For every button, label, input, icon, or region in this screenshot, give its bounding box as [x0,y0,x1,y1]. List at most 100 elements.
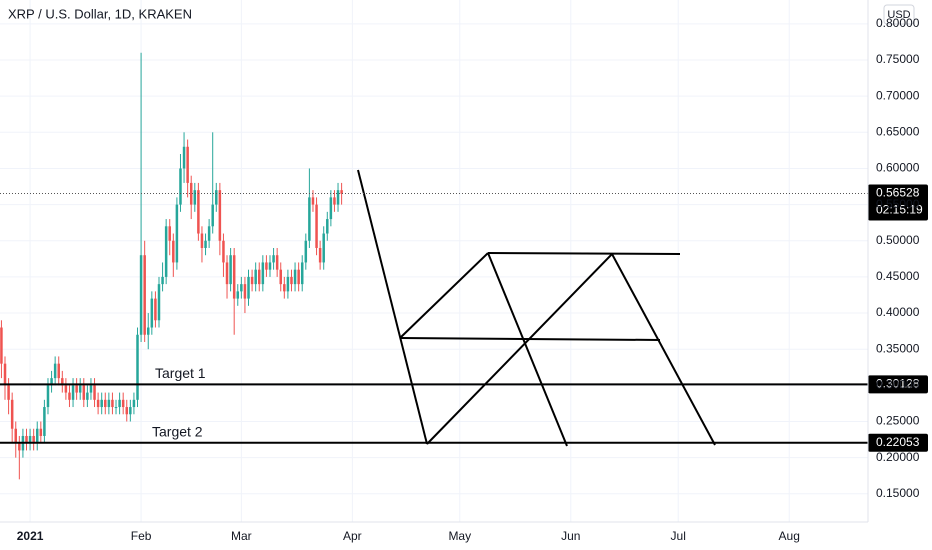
y-tick-label: 0.75000 [876,52,920,66]
candle-body [232,255,236,299]
candle-body [157,284,161,321]
last-price-box [868,184,928,221]
candle-body [229,255,232,285]
price-label-box [868,433,928,452]
candle-body [143,255,146,335]
y-tick-label: 0.20000 [876,450,920,464]
candle-body [93,385,96,400]
candle-body [175,204,179,263]
candle-body [89,385,93,393]
candle-body [204,240,207,248]
candle-body [333,197,336,205]
candle-body [100,399,103,408]
candle-body [10,399,14,429]
x-tick-label: Aug [779,529,800,543]
y-tick-label: 0.30000 [876,378,920,392]
candle-body [150,298,154,328]
candle-body [179,168,182,205]
candle-body [57,363,60,379]
candle-body [186,146,189,183]
candle-body [168,226,171,241]
candle-body [82,385,86,400]
candle-body [71,385,75,400]
candle-body [39,428,43,436]
price-label-box [868,375,928,394]
candle-body [146,327,150,335]
candle-body [107,399,111,408]
candle-body [265,262,268,270]
y-tick-label: 0.50000 [876,233,920,247]
candle-body [64,385,68,393]
trend-line [399,252,489,339]
candle-body [225,262,229,285]
candle-body [326,219,329,234]
candle-body [32,435,35,444]
candle-body [118,399,121,408]
candle-body [211,204,214,227]
candle-body [200,233,204,248]
candle-body [0,327,3,364]
drawings [357,169,716,447]
candle-body [53,363,57,379]
candle-body [129,407,132,415]
candle-body [243,284,247,299]
trend-line [487,252,568,447]
candle-body [336,190,340,205]
y-tick-label: 0.70000 [876,88,920,102]
candle-body [304,240,308,263]
candle-body [261,262,265,285]
x-tick-label: May [448,529,471,543]
candle-body [222,240,225,263]
x-tick-label: Jul [671,529,686,543]
candle-body [275,255,279,270]
trend-line [611,253,716,446]
candle-body [25,435,28,444]
candle-body [215,190,218,205]
candle-body [3,363,7,386]
y-tick-label: 0.65000 [876,124,920,138]
candle-body [300,262,304,285]
candle-body [96,399,100,408]
candle-body [293,269,297,285]
x-tick-label: Feb [131,529,152,543]
trend-line [357,169,428,445]
candle-body [78,385,82,393]
x-tick-label: Apr [343,529,362,543]
x-tick-label: 2021 [17,529,44,543]
candle-body [164,226,168,277]
candle-body [268,262,272,270]
candle-body [68,392,71,400]
y-tick-label: 0.80000 [876,16,920,30]
candle-body [75,385,78,393]
chart-title: XRP / U.S. Dollar, 1D, KRAKEN [8,6,192,21]
trend-line [426,253,613,445]
candle-body [18,443,21,451]
candle-body [139,255,143,335]
y-tick-label: 0.15000 [876,486,920,500]
trend-line [399,337,661,341]
candle-body [240,284,243,292]
price-label: 0.30128 [876,377,920,391]
y-tick-label: 0.55000 [876,197,920,211]
candle-body [340,190,343,194]
candle-body [311,197,315,205]
y-tick-label: 0.25000 [876,414,920,428]
candle-body [104,399,107,408]
candle-body [28,435,32,444]
candle-body [258,269,261,285]
candle-body [290,276,293,285]
candle-body [329,197,333,220]
candle-body [315,204,318,248]
candle-body [272,255,275,263]
candle-body [114,407,118,409]
overlay: Target 1 0.30128 Target 2 0.22053 0.56528 02:… [0,184,928,452]
candle-body [250,276,254,285]
candle-body [286,276,290,292]
currency-button[interactable] [883,4,915,25]
candle-body [322,233,325,263]
candle-body [182,146,186,169]
target-label: Target 2 [152,424,203,440]
target-label: Target 1 [155,365,206,381]
